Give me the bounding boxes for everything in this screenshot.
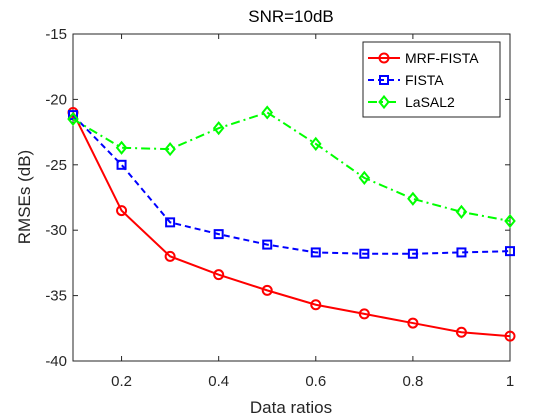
mrf-fista-point — [455, 326, 467, 338]
legend-label-lasal2: LaSAL2 — [405, 94, 455, 110]
mrf-fista-point — [164, 250, 176, 262]
series-layer — [67, 105, 516, 342]
mrf-fista-point — [261, 284, 273, 296]
mrf-fista-point — [358, 308, 370, 320]
lasal2-point — [358, 170, 371, 185]
chart-title: SNR=10dB — [248, 7, 334, 26]
x-tick-label: 1 — [506, 373, 514, 390]
fista-point — [116, 159, 127, 170]
y-axis-label: RMSEs (dB) — [15, 150, 34, 244]
lasal2-point — [212, 121, 225, 136]
legend-label-fista: FISTA — [405, 72, 444, 88]
mrf-fista-line — [72, 112, 511, 338]
fista-point — [165, 217, 176, 228]
mrf-fista-point — [310, 299, 322, 311]
y-tick-label: -35 — [45, 288, 67, 305]
lasal2-line — [72, 111, 511, 223]
lasal2-point — [504, 213, 516, 229]
lasal2-point — [261, 105, 274, 120]
fista-point — [359, 248, 370, 259]
x-axis-label: Data ratios — [250, 398, 332, 417]
fista-point — [407, 248, 418, 259]
series-lasal2 — [67, 105, 516, 229]
fista-point — [505, 246, 515, 257]
mrf-fista-point — [213, 269, 225, 281]
fista-point — [310, 247, 321, 258]
lasal2-point — [67, 111, 79, 127]
x-tick-label: 0.4 — [208, 373, 229, 390]
legend-marker-fista — [379, 75, 389, 85]
fista-point — [213, 229, 224, 240]
y-tick-label: -15 — [45, 26, 67, 43]
y-tick-label: -25 — [45, 157, 67, 174]
legend-label-mrf-fista: MRF-FISTA — [405, 50, 479, 66]
y-tick-label: -20 — [45, 91, 67, 108]
legend-marker-lasal2 — [378, 94, 390, 110]
y-tick-label: -40 — [45, 353, 67, 370]
y-axis: -15 -20 -25 -30 -35 -40 — [45, 26, 510, 370]
lasal2-point — [164, 142, 176, 157]
fista-point — [262, 239, 273, 250]
legend-marker-mrf-fista — [378, 52, 390, 64]
x-axis: 0.2 0.4 0.6 0.8 1 — [111, 34, 514, 390]
x-tick-label: 0.2 — [111, 373, 132, 390]
mrf-fista-point — [407, 317, 419, 329]
lasal2-point — [407, 191, 419, 206]
mrf-fista-point — [504, 330, 516, 342]
fista-point — [456, 247, 467, 258]
lasal2-point — [309, 136, 322, 151]
y-tick-label: -30 — [45, 222, 67, 239]
lasal2-point — [115, 140, 128, 155]
series-fista — [68, 110, 515, 259]
mrf-fista-point — [116, 205, 128, 217]
legend: MRF-FISTA FISTA LaSAL2 — [362, 41, 501, 118]
x-tick-label: 0.6 — [305, 373, 326, 390]
lasal2-point — [455, 204, 468, 219]
fista-line — [72, 114, 511, 255]
x-tick-label: 0.8 — [402, 373, 423, 390]
